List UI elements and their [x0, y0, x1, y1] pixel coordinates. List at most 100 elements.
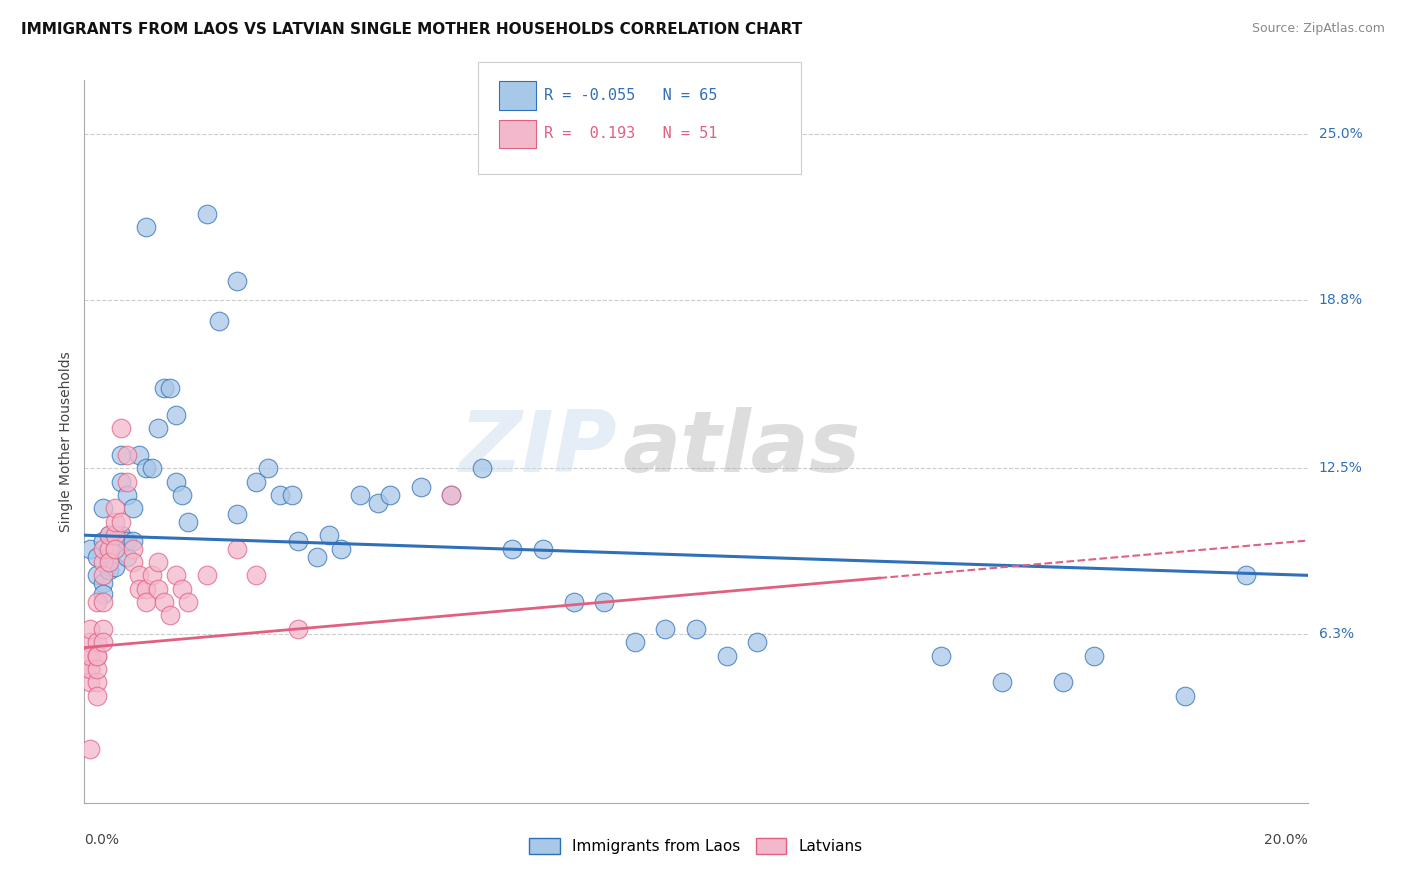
Point: [79, 622, 101, 636]
Point: [624, 635, 647, 649]
Point: [305, 549, 328, 564]
Point: [287, 533, 309, 548]
Point: [104, 528, 127, 542]
Point: [165, 475, 187, 489]
Point: [135, 595, 157, 609]
Point: [226, 507, 249, 521]
Point: [122, 541, 145, 556]
Point: [91, 576, 114, 591]
Point: [141, 568, 163, 582]
Text: 0.0%: 0.0%: [84, 833, 120, 847]
Point: [110, 528, 132, 542]
Text: 20.0%: 20.0%: [1264, 833, 1308, 847]
Text: IMMIGRANTS FROM LAOS VS LATVIAN SINGLE MOTHER HOUSEHOLDS CORRELATION CHART: IMMIGRANTS FROM LAOS VS LATVIAN SINGLE M…: [21, 22, 803, 37]
Point: [685, 622, 707, 636]
Point: [165, 568, 187, 582]
Point: [91, 595, 114, 609]
Point: [122, 501, 145, 516]
Point: [104, 541, 127, 556]
Point: [195, 568, 218, 582]
Point: [91, 587, 114, 601]
Point: [110, 515, 132, 529]
Point: [409, 480, 432, 494]
Point: [177, 595, 200, 609]
Point: [91, 622, 114, 636]
Point: [115, 549, 138, 564]
Point: [86, 648, 108, 663]
Point: [367, 496, 389, 510]
Point: [122, 533, 145, 548]
Point: [349, 488, 371, 502]
Point: [1174, 689, 1197, 703]
Point: [281, 488, 304, 502]
Point: [86, 549, 108, 564]
Point: [287, 622, 309, 636]
Point: [104, 560, 127, 574]
Point: [79, 541, 101, 556]
Point: [172, 488, 194, 502]
Point: [159, 608, 181, 623]
Point: [79, 742, 101, 756]
Point: [1236, 568, 1258, 582]
Point: [380, 488, 402, 502]
Point: [593, 595, 616, 609]
Point: [153, 595, 176, 609]
Text: R = -0.055   N = 65: R = -0.055 N = 65: [544, 88, 717, 103]
Point: [86, 675, 108, 690]
Point: [79, 662, 101, 676]
Point: [257, 461, 280, 475]
Point: [79, 648, 101, 663]
Point: [1052, 675, 1074, 690]
Point: [135, 582, 157, 596]
Point: [110, 475, 132, 489]
Point: [86, 662, 108, 676]
Point: [110, 448, 132, 462]
Point: [97, 549, 120, 564]
Point: [245, 568, 267, 582]
Point: [502, 541, 524, 556]
Point: [79, 675, 101, 690]
Point: [531, 541, 554, 556]
Y-axis label: Single Mother Households: Single Mother Households: [59, 351, 73, 532]
Point: [97, 528, 120, 542]
Point: [991, 675, 1014, 690]
Point: [135, 220, 157, 235]
Point: [91, 541, 114, 556]
Point: [135, 461, 157, 475]
Point: [122, 555, 145, 569]
Point: [91, 533, 114, 548]
Point: [97, 563, 120, 577]
Point: [104, 528, 127, 542]
Point: [91, 555, 114, 569]
Point: [86, 595, 108, 609]
Text: 6.3%: 6.3%: [1319, 627, 1354, 641]
Point: [146, 582, 169, 596]
Point: [97, 541, 120, 556]
Point: [115, 475, 138, 489]
Point: [172, 582, 194, 596]
Point: [471, 461, 494, 475]
Point: [245, 475, 267, 489]
Point: [104, 501, 127, 516]
Point: [79, 648, 101, 663]
Text: 12.5%: 12.5%: [1319, 461, 1362, 475]
Point: [440, 488, 463, 502]
Point: [141, 461, 163, 475]
Point: [104, 541, 127, 556]
Point: [330, 541, 353, 556]
Point: [86, 635, 108, 649]
Point: [929, 648, 952, 663]
Point: [115, 448, 138, 462]
Point: [654, 622, 676, 636]
Point: [269, 488, 291, 502]
Point: [91, 568, 114, 582]
Point: [226, 274, 249, 288]
Point: [318, 528, 340, 542]
Point: [86, 568, 108, 582]
Point: [208, 314, 231, 328]
Point: [226, 541, 249, 556]
Point: [110, 421, 132, 435]
Point: [128, 568, 150, 582]
Point: [1083, 648, 1105, 663]
Point: [91, 635, 114, 649]
